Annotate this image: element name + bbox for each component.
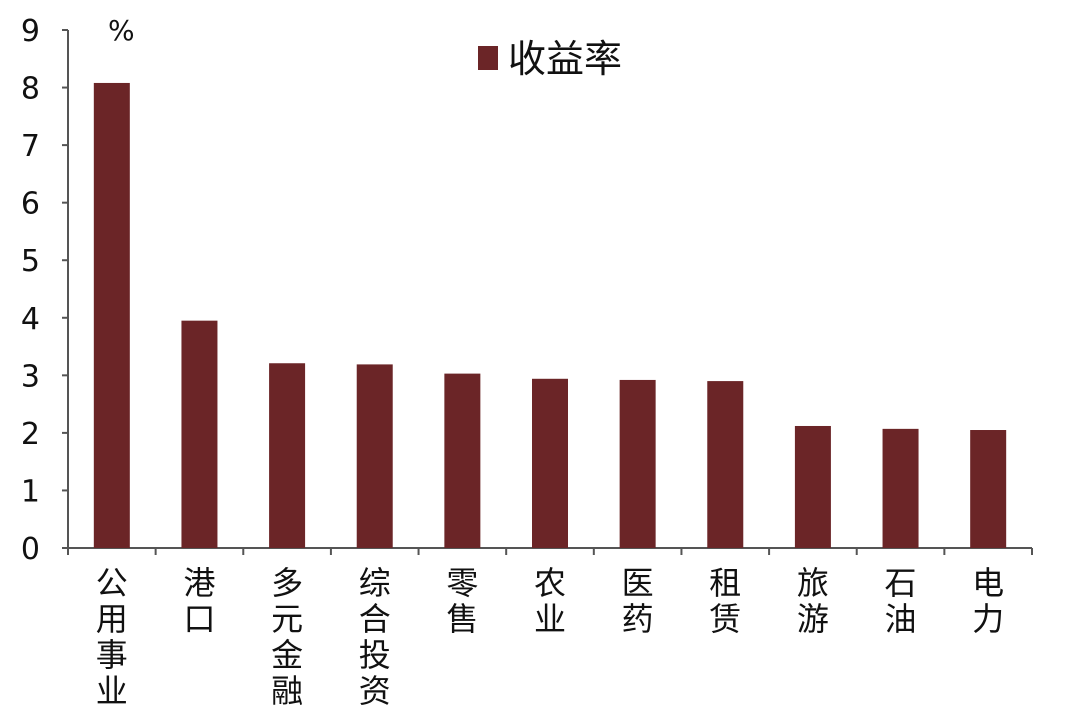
y-axis: 0 1 2 3 4 5 6 7 8 9 [21,14,69,567]
y-tick-label: 7 [21,129,40,164]
x-category-label: 多元金融 [271,564,303,710]
x-category-label: 港口 [183,564,215,638]
bar [269,363,306,548]
y-unit-label: % [108,14,135,47]
y-tick-label: 4 [21,302,40,337]
bar [619,379,656,548]
legend-label: 收益率 [508,37,622,81]
x-category-label: 电力 [972,564,1004,638]
y-tick-label: 3 [21,359,40,394]
y-tick-label: 9 [21,14,40,49]
x-category-label: 农业 [534,564,566,638]
legend-swatch [478,46,498,70]
y-tick-label: 5 [21,244,40,279]
x-category-label: 租赁 [709,564,741,638]
x-axis [67,547,1033,555]
bar [882,428,919,548]
x-category-label: 旅游 [797,564,829,638]
x-category-label: 公用事业 [96,564,128,710]
legend: 收益率 [478,37,622,81]
bar [707,381,744,548]
bar [532,378,568,548]
y-tick-label: 0 [21,532,40,567]
bar [444,373,481,548]
y-tick-label: 1 [21,474,40,509]
x-category-label: 石油 [885,564,917,638]
bar [356,364,393,548]
x-category-label: 综合投资 [359,564,391,710]
bar [970,430,1007,548]
y-tick-label: 8 [21,72,40,107]
bar [794,425,831,548]
y-tick-label: 6 [21,187,40,222]
y-tick-label: 2 [21,417,40,452]
bar [181,320,218,548]
x-category-label: 零售 [446,564,478,638]
bars [93,82,1007,548]
bar [93,82,130,548]
x-category-label: 医药 [622,564,654,638]
